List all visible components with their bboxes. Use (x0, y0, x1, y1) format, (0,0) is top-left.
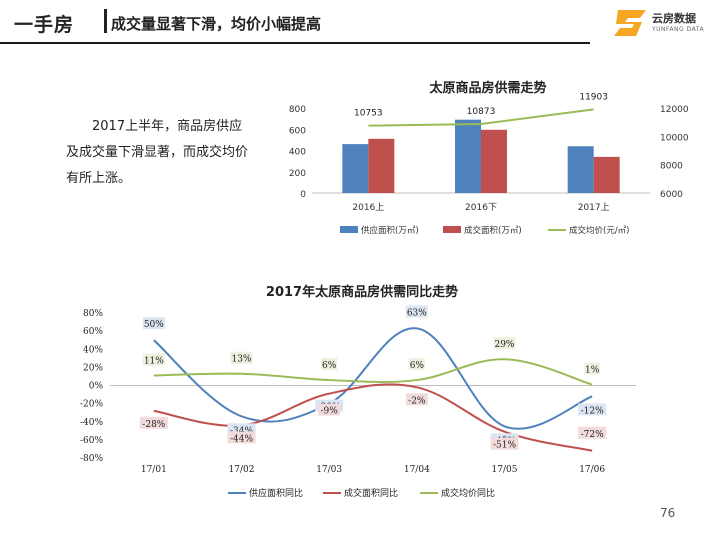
data-label-box (227, 431, 256, 444)
left-tick-label: 200 (289, 169, 306, 179)
category-label: 2016上 (352, 202, 384, 213)
legend-swatch (443, 226, 461, 233)
deal-bar (481, 129, 507, 193)
data-label-box (578, 403, 607, 416)
data-label-box (408, 358, 425, 371)
data-label: 11% (144, 357, 164, 367)
data-label-box (139, 416, 168, 429)
data-label: -51% (493, 441, 516, 451)
y-tick-label: -80% (80, 454, 103, 464)
data-label: -12% (581, 406, 604, 416)
right-tick-label: 10000 (660, 133, 689, 143)
category-label: 2017上 (578, 202, 610, 213)
data-label-box (490, 437, 519, 450)
legend-swatch (340, 226, 358, 233)
data-label: 13% (231, 355, 251, 365)
legend-label: 供应面积同比 (249, 487, 303, 499)
data-label-box (493, 337, 516, 350)
price-yoy-line (153, 358, 593, 386)
y-tick-label: 40% (83, 345, 103, 355)
data-label: 6% (410, 361, 425, 371)
category-label: 17/06 (579, 465, 605, 475)
left-tick-label: 800 (289, 105, 306, 115)
right-tick-label: 8000 (660, 162, 683, 172)
supply-yoy-line (153, 327, 593, 430)
avg-price-line (368, 108, 594, 127)
category-label: 17/02 (229, 465, 255, 475)
header: 一手房 成交量显著下滑，均价小幅提高 云房数据 YUNFANG DATA (0, 0, 720, 46)
y-tick-label: 60% (83, 327, 103, 337)
legend-label: 成交均价(元/㎡) (569, 225, 630, 236)
y-tick-label: 80% (83, 309, 103, 319)
data-label: -34% (230, 426, 253, 436)
left-tick-label: 600 (289, 126, 306, 136)
y-tick-label: -60% (80, 436, 103, 446)
legend-label: 成交面积(万㎡) (464, 225, 522, 236)
data-label-box (227, 423, 256, 436)
data-label: -72% (581, 430, 604, 440)
data-label-box (318, 403, 341, 416)
logo: 云房数据 YUNFANG DATA (612, 6, 712, 40)
supply-bar (455, 119, 481, 193)
left-tick-label: 400 (289, 148, 306, 158)
data-label-box (315, 399, 344, 412)
data-label: -9% (321, 407, 339, 417)
data-label: -28% (142, 420, 165, 430)
legend-label: 供应面积(万㎡) (361, 225, 419, 236)
category-label: 2016下 (465, 203, 497, 213)
deal-yoy-line (153, 383, 593, 452)
legend-label: 成交面积同比 (344, 487, 398, 499)
category-label: 17/04 (404, 465, 430, 475)
data-label: 63% (407, 308, 427, 318)
data-label-box (321, 358, 338, 371)
data-label: -2% (408, 396, 426, 406)
logo-name: 云房数据 (652, 12, 696, 25)
data-label-box (584, 362, 601, 375)
data-label-box (578, 426, 607, 439)
data-label-box (490, 433, 519, 446)
category-label: 17/01 (141, 465, 167, 475)
logo-icon (614, 10, 646, 36)
avg-price-label: 10753 (354, 109, 383, 119)
chart2-title: 2017年太原商品房供需同比走势 (266, 284, 458, 300)
y-tick-label: 20% (83, 363, 103, 373)
legend-label: 成交均价同比 (441, 487, 495, 499)
left-tick-label: 0 (300, 190, 306, 200)
data-label: -44% (230, 434, 253, 444)
avg-price-label: 11903 (579, 92, 608, 102)
data-label: 6% (322, 361, 337, 371)
deal-bar (368, 138, 395, 193)
y-tick-label: 0% (89, 382, 104, 392)
data-label-box (405, 393, 428, 406)
page-title: 一手房 (14, 14, 75, 36)
data-label: 1% (585, 366, 600, 376)
y-tick-label: -20% (80, 400, 103, 410)
title-separator (104, 9, 107, 33)
category-label: 17/03 (316, 465, 342, 475)
supply-bar (567, 146, 594, 193)
deal-bar (593, 156, 620, 193)
data-label: 29% (494, 340, 514, 350)
page-number: 76 (660, 506, 676, 520)
header-divider (0, 42, 590, 44)
avg-price-label: 10873 (467, 107, 496, 117)
data-label-box (142, 353, 165, 366)
chart1-title: 太原商品房供需走势 (428, 80, 546, 96)
data-label-box (405, 305, 428, 318)
page-subtitle: 成交量显著下滑，均价小幅提高 (111, 15, 322, 33)
right-tick-label: 12000 (660, 105, 689, 115)
data-label: 50% (144, 320, 164, 330)
summary-text: 2017上半年，商品房供应及成交量下滑显著，而成交均价有所上涨。 (66, 119, 249, 186)
category-label: 17/05 (492, 465, 518, 475)
data-label-box (230, 351, 253, 364)
logo-subtitle: YUNFANG DATA (652, 26, 705, 33)
y-tick-label: -40% (80, 418, 103, 428)
data-label-box (142, 317, 165, 330)
right-tick-label: 6000 (660, 190, 683, 200)
data-label: -45% (493, 436, 516, 446)
supply-bar (342, 144, 369, 193)
data-label: -20% (318, 403, 341, 413)
